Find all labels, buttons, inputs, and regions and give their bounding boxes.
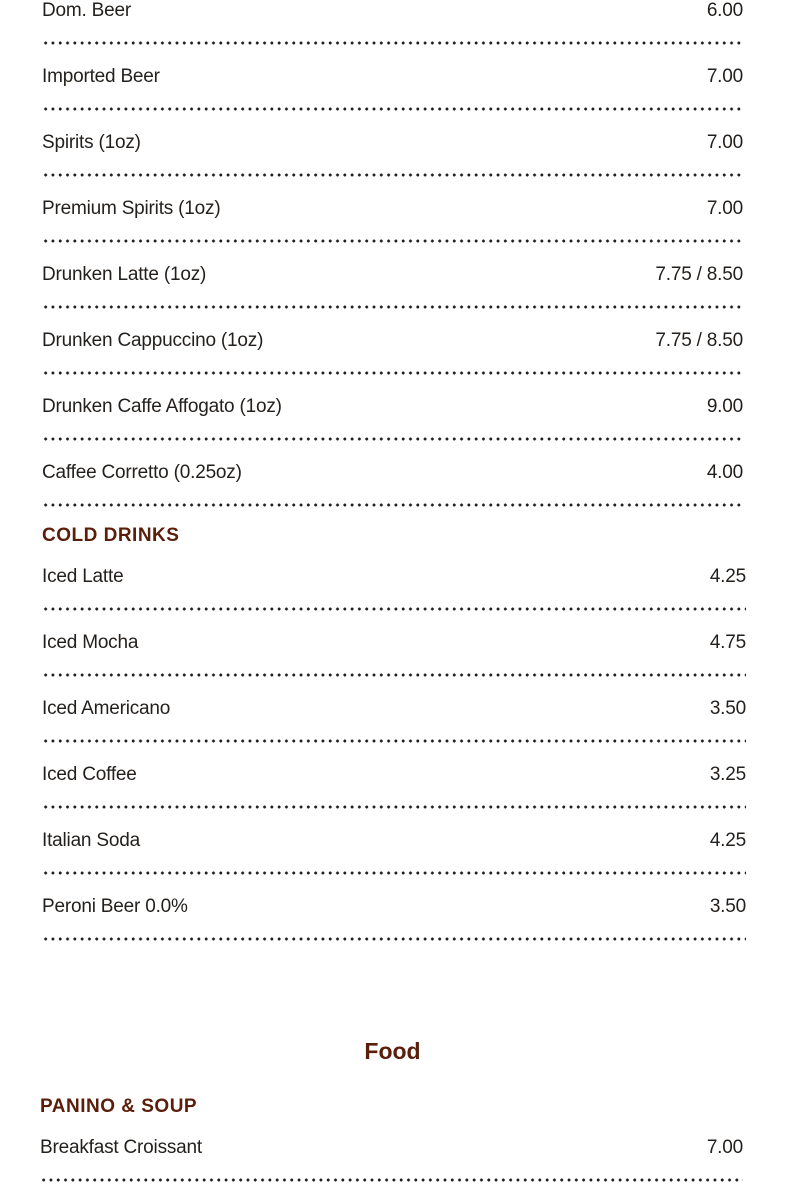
- item-name: Spirits (1oz): [42, 132, 141, 153]
- item-price: 6.00: [706, 0, 743, 21]
- dotted-divider: [42, 371, 743, 375]
- item-price: 4.25: [709, 566, 746, 587]
- menu-item: Breakfast Croissant 7.00: [40, 1137, 743, 1203]
- item-name: Drunken Latte (1oz): [42, 264, 207, 285]
- item-price: 3.50: [709, 698, 746, 719]
- item-name: Premium Spirits (1oz): [42, 198, 221, 219]
- dotted-divider: [42, 673, 746, 677]
- item-name: Drunken Cappuccino (1oz): [42, 330, 264, 351]
- item-price: 7.00: [706, 198, 743, 219]
- item-name: Iced Coffee: [42, 764, 137, 785]
- dotted-divider: [42, 239, 743, 243]
- alcohol-section: Dom. Beer 6.00 Imported Beer 7.00 Spirits (1…: [42, 0, 743, 528]
- dotted-divider: [42, 937, 746, 941]
- item-name: Breakfast Croissant: [40, 1137, 202, 1158]
- item-name: Iced Mocha: [42, 632, 139, 653]
- menu-item: Iced Americano 3.50: [42, 698, 746, 764]
- menu-item: Italian Soda 4.25: [42, 830, 746, 896]
- item-name: Italian Soda: [42, 830, 140, 851]
- item-price: 4.75: [709, 632, 746, 653]
- menu-item: Premium Spirits (1oz) 7.00: [42, 198, 743, 264]
- dotted-divider: [42, 41, 743, 45]
- menu-item: Iced Latte 4.25: [42, 566, 746, 632]
- cold-drinks-section: Iced Latte 4.25 Iced Mocha 4.75 Iced America…: [42, 566, 746, 962]
- item-price: 7.75 / 8.50: [655, 330, 743, 351]
- menu-item: Drunken Caffe Affogato (1oz) 9.00: [42, 396, 743, 462]
- item-price: 7.75 / 8.50: [655, 264, 743, 285]
- menu-item: Imported Beer 7.00: [42, 66, 743, 132]
- dotted-divider: [42, 173, 743, 177]
- dotted-divider: [40, 1178, 743, 1182]
- item-name: Iced Latte: [42, 566, 124, 587]
- menu-item: Iced Mocha 4.75: [42, 632, 746, 698]
- dotted-divider: [42, 503, 743, 507]
- item-name: Imported Beer: [42, 66, 160, 87]
- food-title: Food: [364, 1038, 421, 1064]
- panino-soup-heading: PANINO & SOUP: [40, 1096, 198, 1117]
- menu-item: Iced Coffee 3.25: [42, 764, 746, 830]
- item-name: Drunken Caffe Affogato (1oz): [42, 396, 282, 417]
- item-price: 4.25: [709, 830, 746, 851]
- panino-soup-section: Breakfast Croissant 7.00: [40, 1137, 743, 1203]
- menu-item: Drunken Cappuccino (1oz) 7.75 / 8.50: [42, 330, 743, 396]
- menu-item: Spirits (1oz) 7.00: [42, 132, 743, 198]
- item-name: Dom. Beer: [42, 0, 132, 21]
- dotted-divider: [42, 607, 746, 611]
- item-price: 9.00: [706, 396, 743, 417]
- item-name: Peroni Beer 0.0%: [42, 896, 188, 917]
- cold-drinks-heading: COLD DRINKS: [42, 525, 180, 546]
- item-price: 3.25: [709, 764, 746, 785]
- dotted-divider: [42, 805, 746, 809]
- item-price: 7.00: [706, 66, 743, 87]
- dotted-divider: [42, 739, 746, 743]
- item-price: 4.00: [706, 462, 743, 483]
- dotted-divider: [42, 305, 743, 309]
- dotted-divider: [42, 437, 743, 441]
- menu-item: Peroni Beer 0.0% 3.50: [42, 896, 746, 962]
- menu-item: Drunken Latte (1oz) 7.75 / 8.50: [42, 264, 743, 330]
- item-price: 7.00: [706, 1137, 743, 1158]
- menu-item: Dom. Beer 6.00: [42, 0, 743, 66]
- item-price: 7.00: [706, 132, 743, 153]
- item-price: 3.50: [709, 896, 746, 917]
- menu-item: Caffee Corretto (0.25oz) 4.00: [42, 462, 743, 528]
- dotted-divider: [42, 107, 743, 111]
- dotted-divider: [42, 871, 746, 875]
- item-name: Iced Americano: [42, 698, 171, 719]
- item-name: Caffee Corretto (0.25oz): [42, 462, 242, 483]
